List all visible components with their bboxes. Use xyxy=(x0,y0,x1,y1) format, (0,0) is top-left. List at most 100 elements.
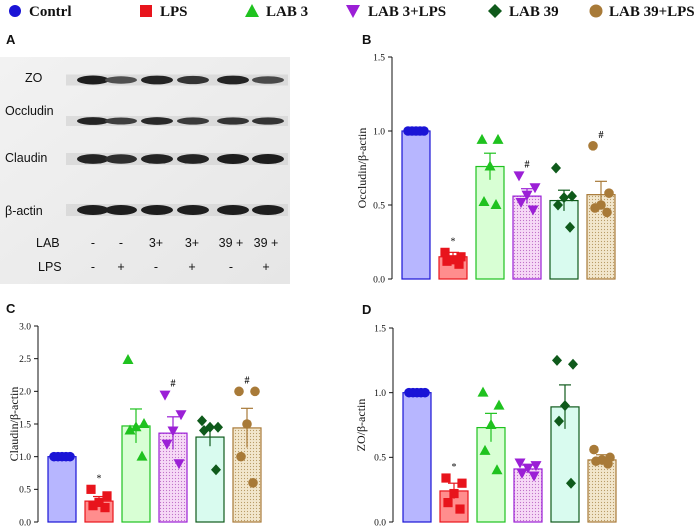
data-point-square-icon xyxy=(443,498,453,508)
data-point-circle-icon xyxy=(603,459,613,469)
blot-band-occludin xyxy=(252,117,284,125)
data-point-circle-icon xyxy=(236,451,246,462)
significance-mark: * xyxy=(451,236,456,247)
western-blot-panel: A ZO Occludin Claudin β-actin LAB LPS --… xyxy=(0,32,290,284)
data-point-triangle-down-icon xyxy=(173,459,185,470)
data-point-square-icon xyxy=(448,255,458,265)
blot-band-claudin xyxy=(77,154,109,164)
bar-contrl xyxy=(402,392,432,523)
data-point-square-icon xyxy=(456,252,466,262)
lane-lab-value: - xyxy=(91,236,95,250)
data-point-square-icon xyxy=(457,478,467,488)
bar-lab-39 xyxy=(549,199,579,280)
y-tick-label: 1.0 xyxy=(373,127,385,137)
data-point-triangle-up-icon xyxy=(122,353,134,364)
legend-marker-diamond-icon xyxy=(488,4,502,18)
data-point-circle-icon xyxy=(602,207,612,218)
significance-mark: * xyxy=(97,473,102,484)
data-point-diamond-icon xyxy=(560,400,570,412)
claudin-chart-panel: C 0.0 0.5 1.0 1.5 2.0 2.5 3.0 Claudin/β-actin * # # xyxy=(6,301,262,528)
data-point-circle-icon xyxy=(589,444,599,455)
blot-band-beta-actin xyxy=(217,205,249,215)
legend-item-lab3-lps: LAB 3+LPS xyxy=(346,4,446,20)
legend-item-lps: LPS xyxy=(140,4,188,20)
data-point-circle-icon xyxy=(250,386,260,397)
lane-lps-value: + xyxy=(117,260,124,274)
data-point-square-icon xyxy=(102,491,112,501)
band-label-claudin: Claudin xyxy=(5,151,47,165)
data-point-diamond-icon xyxy=(213,421,223,433)
lps-row-label: LPS xyxy=(38,260,62,274)
blot-band-beta-actin xyxy=(141,205,173,215)
blot-band-zo xyxy=(105,76,137,84)
y-tick-label: 1.0 xyxy=(19,453,31,463)
occludin-chart-panel: B 0.0 0.5 1.0 1.5 Occludin/β-actin * # # xyxy=(355,32,616,285)
blot-band-beta-actin xyxy=(105,205,137,215)
bar-lab-39-lps xyxy=(587,459,617,523)
significance-mark: # xyxy=(171,379,176,390)
data-point-diamond-icon xyxy=(551,162,561,174)
data-point-diamond-icon xyxy=(567,190,577,202)
legend-marker-triangle-down-icon xyxy=(346,5,360,18)
blot-band-claudin xyxy=(177,154,209,164)
data-point-triangle-up-icon xyxy=(490,199,502,209)
y-tick-label: 2.0 xyxy=(19,388,31,398)
data-point-square-icon xyxy=(454,259,464,269)
data-point-diamond-icon xyxy=(566,477,576,489)
y-tick-label: 0.0 xyxy=(373,275,385,285)
legend-label: LAB 3+LPS xyxy=(368,4,446,20)
blot-band-zo xyxy=(77,75,109,85)
legend-item-lab39: LAB 39 xyxy=(488,4,559,20)
lane-lps-value: - xyxy=(91,260,95,274)
legend: Contrl LPS LAB 3 LAB 3+LPS LAB 39 LAB 39… xyxy=(9,4,695,20)
blot-band-occludin xyxy=(105,117,137,125)
data-point-triangle-down-icon xyxy=(515,198,527,209)
lane-lps-value: + xyxy=(188,260,195,274)
lane-lab-value: 3+ xyxy=(149,236,163,250)
blot-band-claudin xyxy=(141,154,173,164)
data-point-circle-icon xyxy=(588,141,598,151)
data-point-square-icon xyxy=(449,488,459,499)
data-point-square-icon xyxy=(441,473,451,483)
data-point-diamond-icon xyxy=(559,192,569,204)
data-point-diamond-icon xyxy=(552,354,562,366)
data-point-triangle-up-icon xyxy=(492,133,504,144)
panel-letter: A xyxy=(6,32,16,47)
data-point-diamond-icon xyxy=(565,221,575,233)
data-point-circle-icon xyxy=(234,386,244,397)
lane-lab-value: 39 + xyxy=(219,236,244,250)
bar-lab-3-lps xyxy=(512,195,542,280)
blot-band-zo xyxy=(177,75,209,85)
y-tick-label: 3.0 xyxy=(19,322,31,332)
lane-lps-value: - xyxy=(229,260,233,274)
bar-contrl xyxy=(47,456,77,523)
data-point-circle-icon xyxy=(242,419,252,429)
blot-band-occludin xyxy=(217,117,249,125)
y-tick-label: 0.0 xyxy=(374,518,386,528)
legend-label: LAB 3 xyxy=(266,4,308,20)
significance-mark: * xyxy=(452,462,457,473)
blot-bands xyxy=(66,74,288,216)
y-tick-label: 0.0 xyxy=(19,518,31,528)
data-point-circle-icon xyxy=(65,451,75,462)
data-point-triangle-down-icon xyxy=(530,461,542,472)
significance-mark: # xyxy=(245,375,250,386)
data-point-triangle-down-icon xyxy=(529,183,541,194)
data-point-circle-icon xyxy=(419,126,429,136)
data-point-triangle-up-icon xyxy=(130,421,142,432)
data-point-triangle-up-icon xyxy=(485,419,497,429)
blot-band-occludin xyxy=(77,117,109,125)
data-point-triangle-down-icon xyxy=(159,390,171,401)
band-label-beta-actin: β-actin xyxy=(5,204,43,218)
significance-mark: # xyxy=(599,130,604,141)
y-tick-label: 1.5 xyxy=(374,324,386,334)
data-point-diamond-icon xyxy=(554,415,564,427)
data-point-triangle-up-icon xyxy=(478,196,490,207)
blot-band-claudin xyxy=(217,154,249,164)
legend-label: Contrl xyxy=(29,4,72,20)
data-point-triangle-up-icon xyxy=(124,424,136,435)
bar-lab-3 xyxy=(475,165,505,280)
legend-marker-square-icon xyxy=(140,5,152,17)
legend-item-lab3: LAB 3 xyxy=(245,4,308,20)
